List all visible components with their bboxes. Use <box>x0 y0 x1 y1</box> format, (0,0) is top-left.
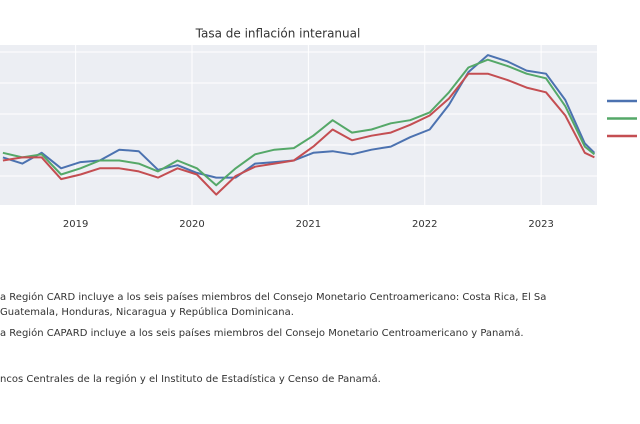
line-series <box>2 58 596 187</box>
line-series <box>2 72 595 196</box>
x-tick-label: 2022 <box>412 219 437 230</box>
plot-background <box>0 45 597 205</box>
footnote: a Región CAPARD incluye a los seis paíse… <box>0 327 524 339</box>
footnote: Guatemala, Honduras, Nicaragua y Repúbli… <box>0 306 294 318</box>
x-tick-label: 2023 <box>528 219 553 230</box>
footnote: ncos Centrales de la región y el Institu… <box>0 373 381 385</box>
line-series <box>2 54 596 179</box>
x-tick-label: 2021 <box>296 219 321 230</box>
chart-title: Tasa de inflación interanual <box>195 27 361 41</box>
x-tick-label: 2019 <box>63 219 88 230</box>
footnote: a Región CARD incluye a los seis países … <box>0 291 546 303</box>
x-tick-label: 2020 <box>179 219 204 230</box>
